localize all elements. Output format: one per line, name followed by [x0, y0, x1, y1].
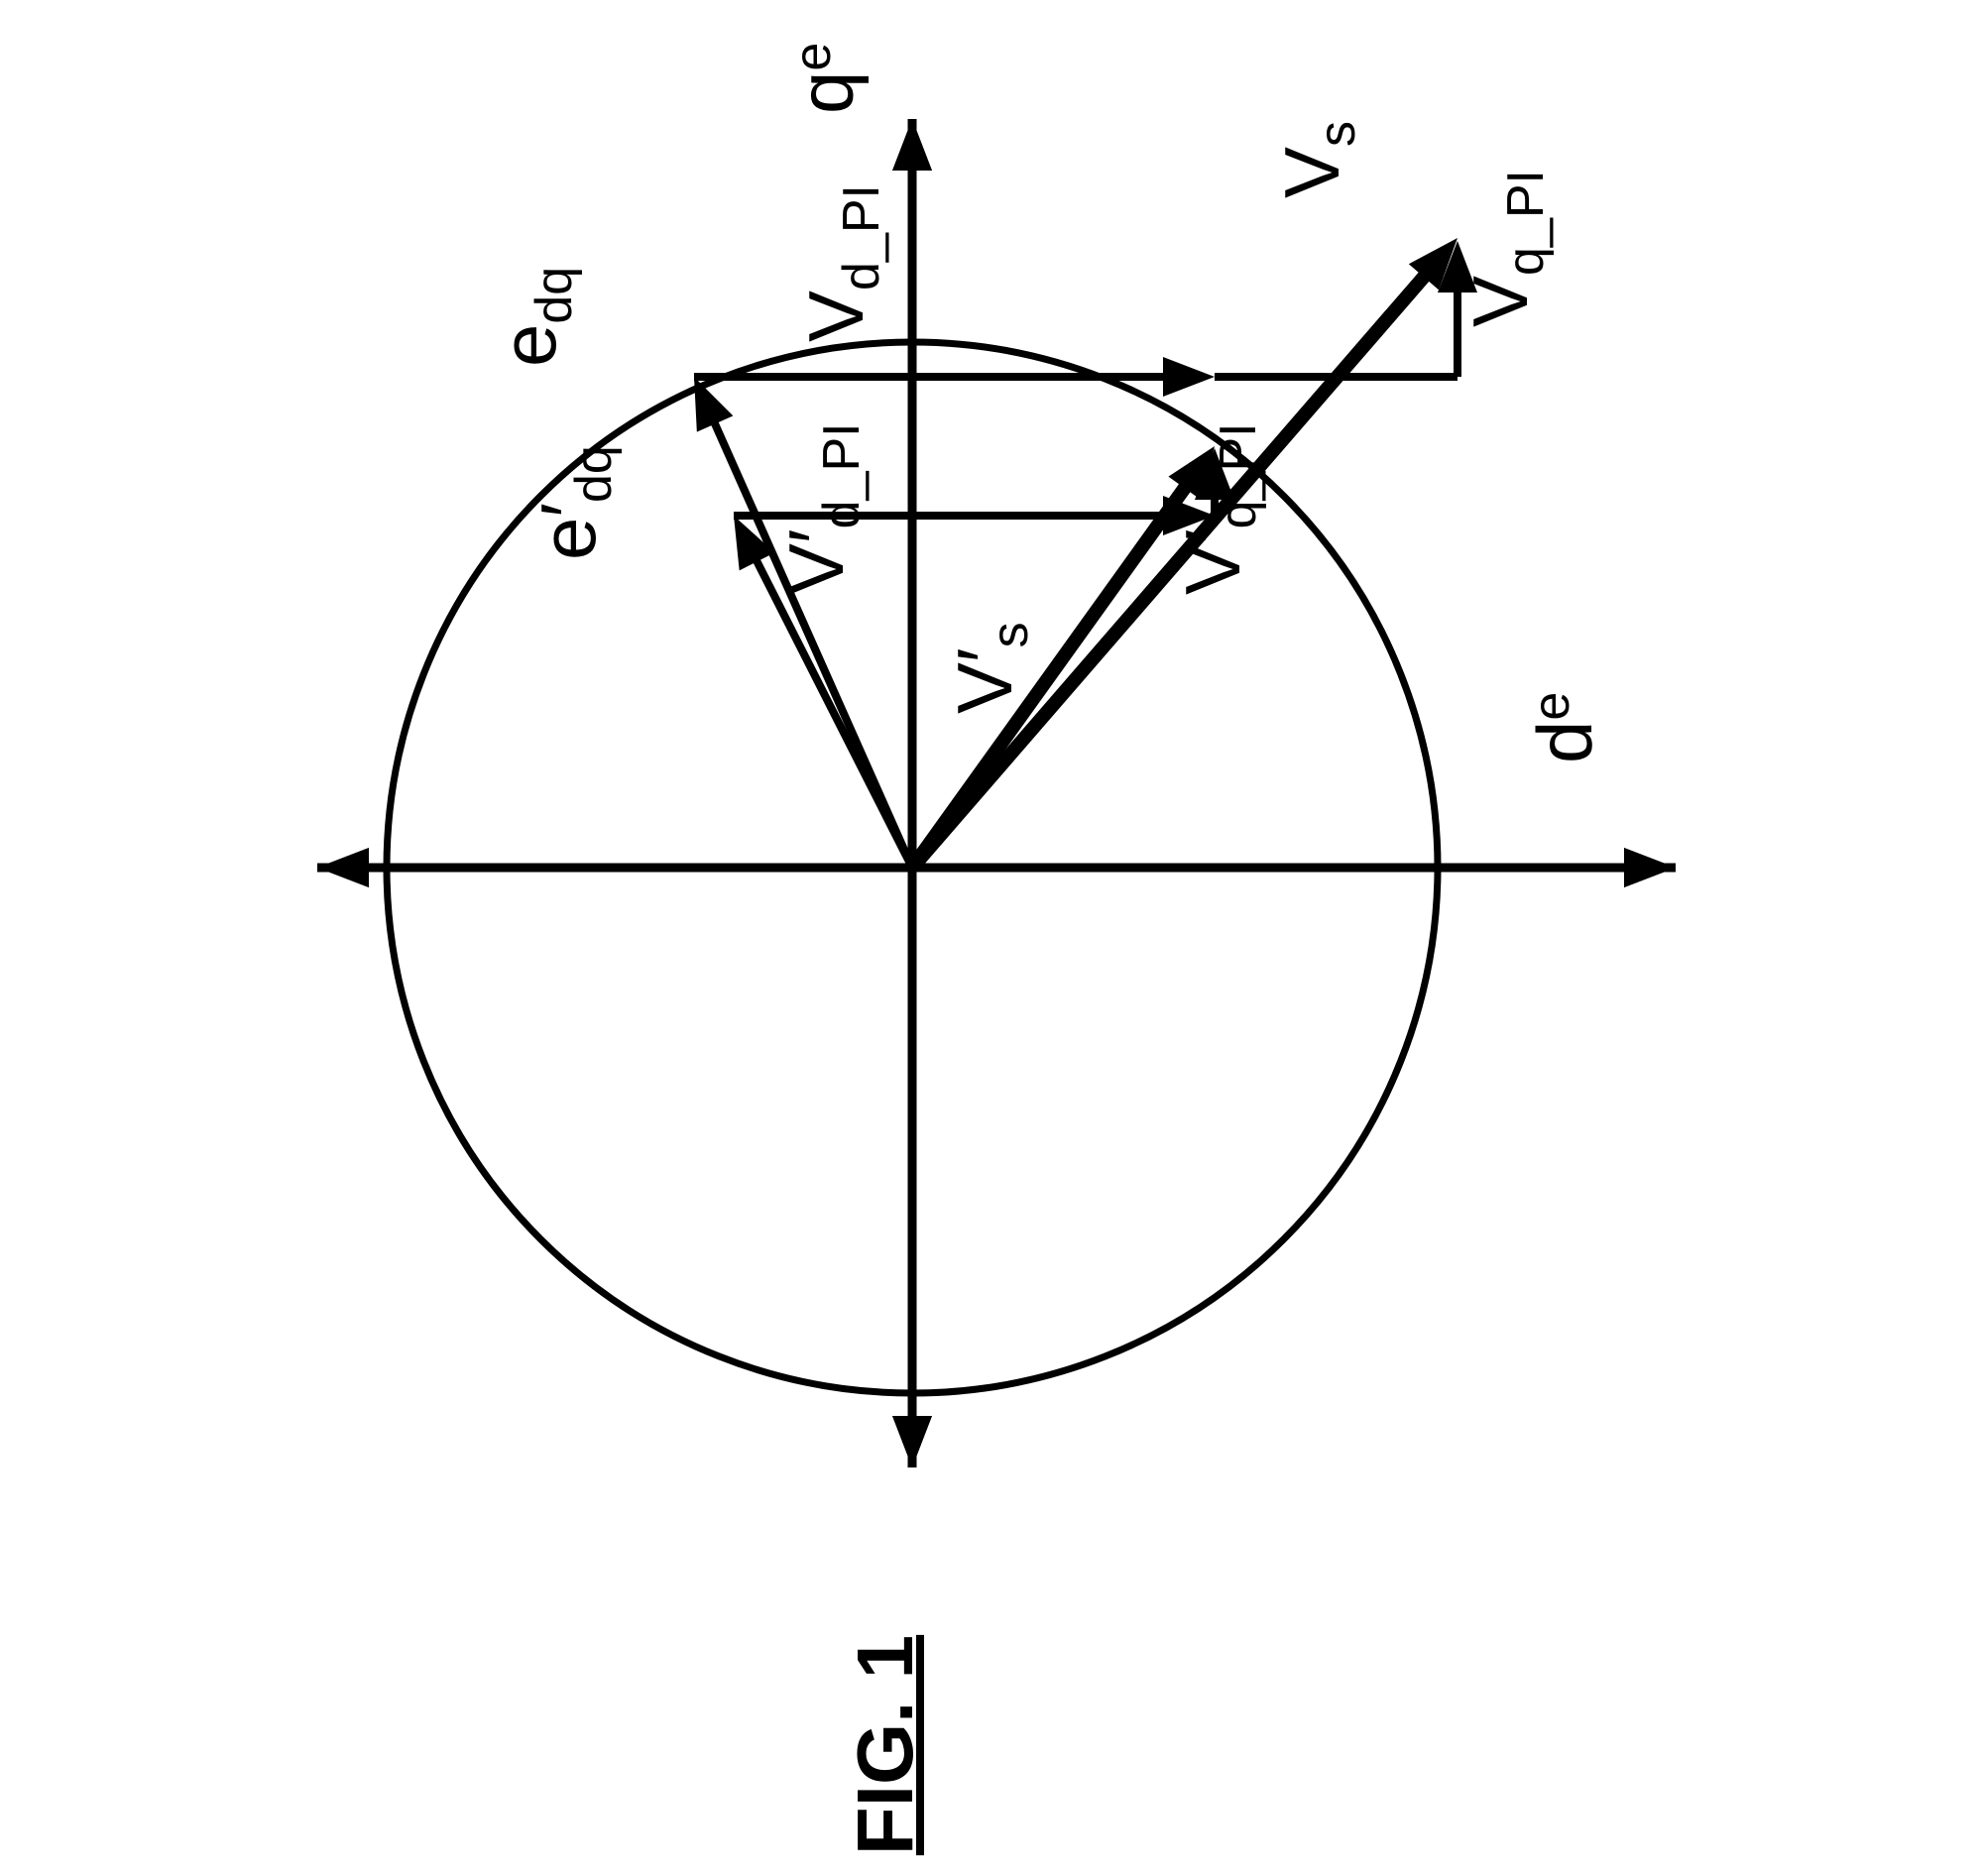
svg-text:FIG. 1: FIG. 1	[841, 1635, 929, 1855]
